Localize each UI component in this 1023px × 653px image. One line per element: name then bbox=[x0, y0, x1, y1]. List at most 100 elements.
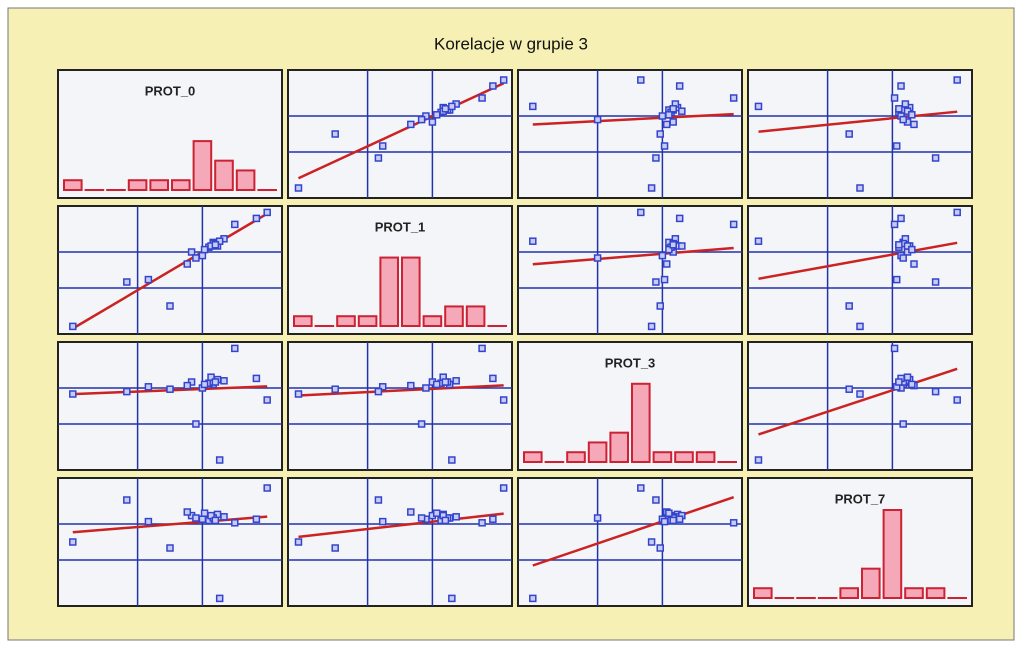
histogram-bar bbox=[64, 180, 82, 190]
point bbox=[664, 121, 670, 127]
point bbox=[659, 113, 665, 119]
point bbox=[490, 83, 496, 89]
point bbox=[332, 131, 338, 137]
panel bbox=[58, 342, 282, 470]
point bbox=[649, 185, 655, 191]
point bbox=[449, 457, 455, 463]
point bbox=[954, 77, 960, 83]
point bbox=[375, 389, 381, 395]
histogram-bar bbox=[589, 442, 607, 462]
panel bbox=[58, 478, 282, 606]
point bbox=[657, 131, 663, 137]
point bbox=[253, 516, 259, 522]
histogram-bar bbox=[150, 180, 168, 190]
point bbox=[909, 112, 915, 118]
point bbox=[442, 517, 448, 523]
point bbox=[199, 516, 205, 522]
point bbox=[670, 242, 676, 248]
point bbox=[434, 381, 440, 387]
histogram-bar bbox=[632, 384, 650, 462]
histogram-bar bbox=[172, 180, 190, 190]
point bbox=[453, 514, 459, 520]
variable-label: PROT_3 bbox=[605, 355, 656, 370]
point bbox=[662, 277, 668, 283]
histogram-bar bbox=[840, 588, 858, 598]
point bbox=[490, 375, 496, 381]
point bbox=[896, 379, 902, 385]
point bbox=[264, 397, 270, 403]
point bbox=[264, 209, 270, 215]
point bbox=[653, 497, 659, 503]
point bbox=[679, 243, 685, 249]
point bbox=[846, 303, 852, 309]
point bbox=[501, 77, 507, 83]
point bbox=[124, 497, 130, 503]
point bbox=[657, 545, 663, 551]
point bbox=[900, 421, 906, 427]
point bbox=[442, 379, 448, 385]
point bbox=[755, 103, 761, 109]
point bbox=[731, 95, 737, 101]
point bbox=[193, 421, 199, 427]
histogram-bar bbox=[402, 258, 420, 326]
point bbox=[212, 242, 218, 248]
point bbox=[662, 519, 668, 525]
point bbox=[638, 77, 644, 83]
point bbox=[221, 378, 227, 384]
point bbox=[70, 323, 76, 329]
histogram-bar bbox=[424, 316, 442, 326]
point bbox=[911, 121, 917, 127]
point bbox=[184, 261, 190, 267]
point bbox=[898, 83, 904, 89]
point bbox=[662, 143, 668, 149]
histogram-bar bbox=[445, 306, 463, 326]
point bbox=[408, 121, 414, 127]
panel bbox=[288, 342, 512, 470]
point bbox=[670, 106, 676, 112]
point bbox=[933, 155, 939, 161]
point bbox=[649, 323, 655, 329]
point bbox=[167, 386, 173, 392]
histogram-bar bbox=[610, 433, 628, 462]
point bbox=[423, 385, 429, 391]
variable-label: PROT_7 bbox=[835, 491, 886, 506]
point bbox=[911, 261, 917, 267]
point bbox=[530, 238, 536, 244]
point bbox=[664, 261, 670, 267]
point bbox=[202, 381, 208, 387]
histogram-bar bbox=[194, 141, 212, 190]
point bbox=[212, 379, 218, 385]
point bbox=[677, 83, 683, 89]
point bbox=[900, 117, 906, 123]
histogram-bar bbox=[294, 316, 312, 326]
point bbox=[184, 383, 190, 389]
point bbox=[145, 277, 151, 283]
point bbox=[70, 539, 76, 545]
histogram-bar bbox=[524, 452, 542, 462]
point bbox=[212, 517, 218, 523]
point bbox=[264, 485, 270, 491]
point bbox=[419, 421, 425, 427]
point bbox=[731, 520, 737, 526]
point bbox=[954, 209, 960, 215]
point bbox=[145, 519, 151, 525]
point bbox=[933, 389, 939, 395]
point bbox=[857, 185, 863, 191]
histogram-bar bbox=[754, 588, 772, 598]
histogram-bar bbox=[905, 588, 923, 598]
point bbox=[933, 279, 939, 285]
histogram-bar bbox=[567, 452, 585, 462]
point bbox=[530, 103, 536, 109]
point bbox=[124, 279, 130, 285]
point bbox=[193, 515, 199, 521]
point bbox=[638, 209, 644, 215]
point bbox=[442, 106, 448, 112]
point bbox=[408, 509, 414, 515]
point bbox=[896, 242, 902, 248]
point bbox=[295, 185, 301, 191]
point bbox=[217, 595, 223, 601]
point bbox=[595, 255, 601, 261]
point bbox=[666, 112, 672, 118]
point bbox=[896, 106, 902, 112]
point bbox=[898, 215, 904, 221]
